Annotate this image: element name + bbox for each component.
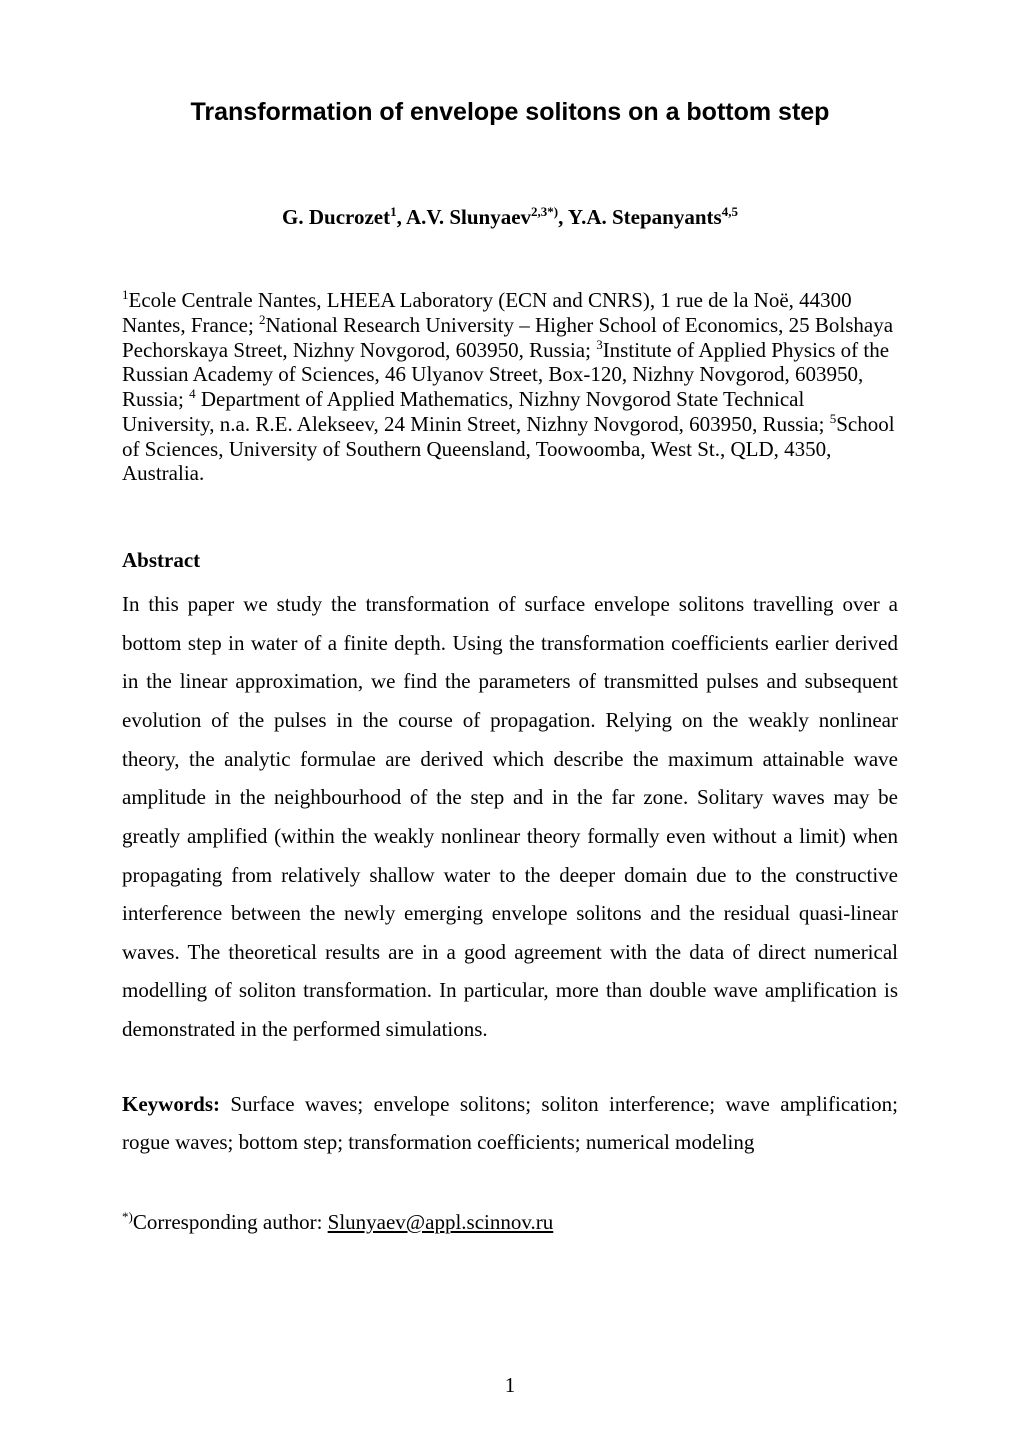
corresponding-email: Slunyaev@appl.scinnov.ru xyxy=(328,1210,554,1234)
abstract-heading: Abstract xyxy=(122,548,898,573)
paper-title: Transformation of envelope solitons on a… xyxy=(122,98,898,127)
keywords-label: Keywords: xyxy=(122,1092,220,1116)
author-line: G. Ducrozet1, A.V. Slunyaev2,3*), Y.A. S… xyxy=(122,205,898,230)
affiliations-block: 1Ecole Centrale Nantes, LHEEA Laboratory… xyxy=(122,288,898,486)
page-number: 1 xyxy=(0,1373,1020,1398)
abstract-body: In this paper we study the transformatio… xyxy=(122,585,898,1049)
corresponding-author: *)Corresponding author: Slunyaev@appl.sc… xyxy=(122,1210,898,1235)
keywords-text: Surface waves; envelope solitons; solito… xyxy=(122,1092,898,1155)
corresponding-sup: *) xyxy=(122,1209,133,1224)
keywords-line: Keywords: Surface waves; envelope solito… xyxy=(122,1085,898,1162)
corresponding-prefix: Corresponding author: xyxy=(133,1210,328,1234)
page-root: Transformation of envelope solitons on a… xyxy=(0,0,1020,1442)
